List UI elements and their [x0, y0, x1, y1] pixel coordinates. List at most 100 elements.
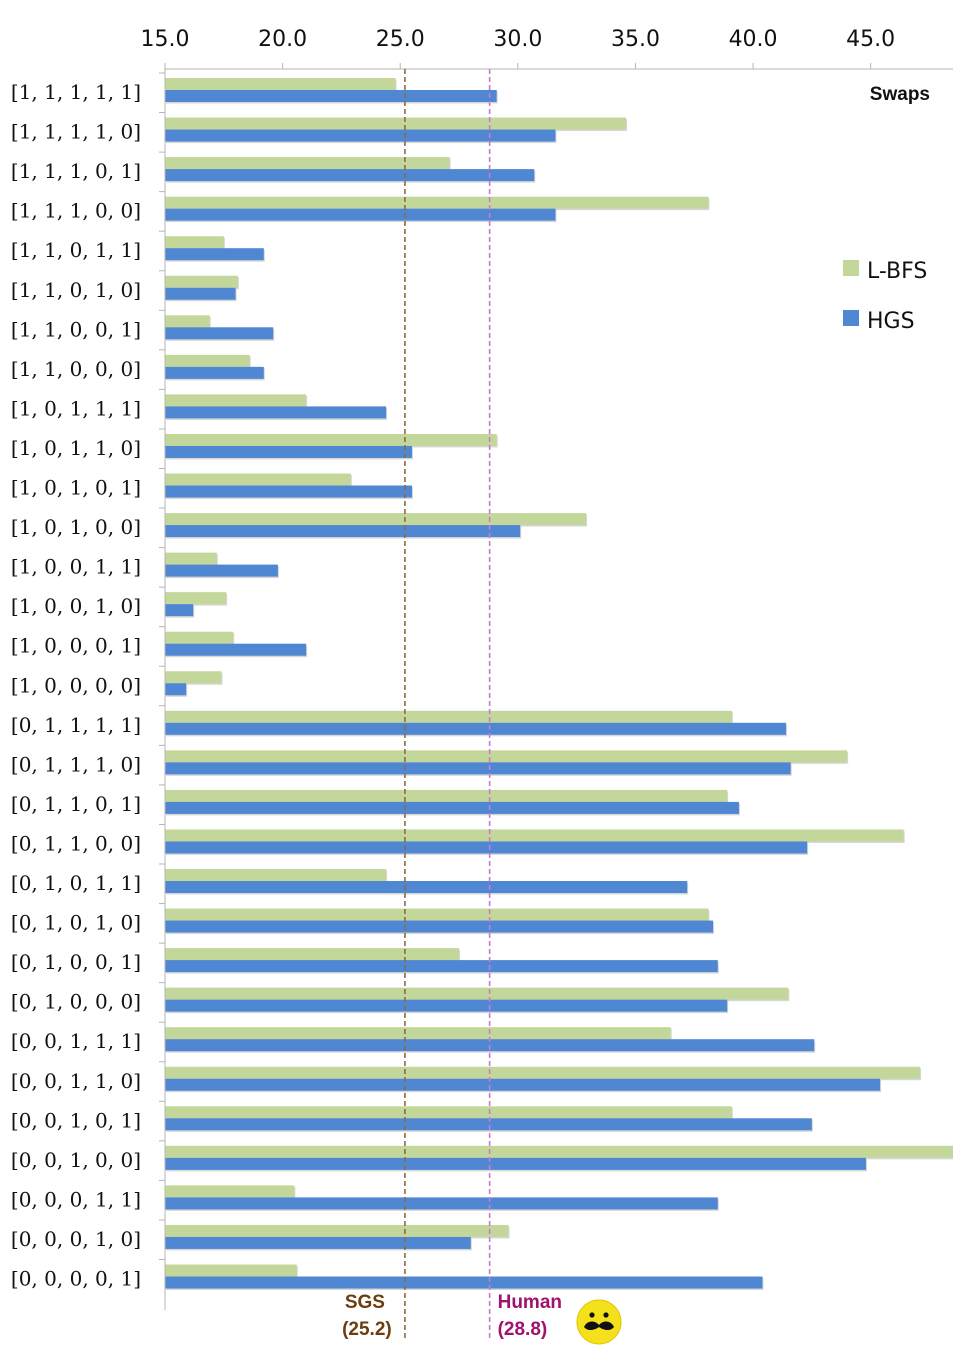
bar-l-bfs [165, 789, 728, 802]
category-label: [1, 0, 0, 0, 0] [11, 673, 141, 697]
bar-l-bfs [165, 750, 848, 763]
x-tick-label: 20.0 [258, 27, 307, 52]
bar-l-bfs [165, 908, 709, 921]
bar-hgs [165, 327, 274, 340]
bar-hgs [165, 1236, 471, 1249]
category-label: [0, 0, 0, 1, 0] [11, 1227, 141, 1251]
bar-l-bfs [165, 592, 227, 605]
bar-hgs [165, 1276, 763, 1289]
reference-value-human: (28.8) [498, 1319, 548, 1340]
bar-hgs [165, 406, 387, 419]
category-label: [1, 1, 0, 0, 0] [11, 357, 141, 381]
bar-l-bfs [165, 1066, 921, 1079]
bar-hgs [165, 169, 535, 182]
category-label: [0, 1, 0, 0, 0] [11, 990, 141, 1014]
mustache-smiley-icon [576, 1299, 622, 1345]
bar-l-bfs [165, 869, 387, 881]
category-label: [1, 1, 0, 0, 1] [11, 317, 141, 341]
bars-layer [165, 78, 953, 1290]
x-tick-label: 40.0 [729, 27, 778, 52]
chart-title: Swaps [870, 84, 930, 105]
category-label: [1, 1, 0, 1, 0] [11, 278, 141, 302]
bar-hgs [165, 881, 688, 893]
x-tick-label: 30.0 [493, 27, 542, 52]
category-label: [1, 0, 0, 1, 0] [11, 594, 141, 618]
category-label: [1, 1, 1, 0, 0] [11, 199, 141, 223]
category-label: [0, 1, 0, 1, 1] [11, 871, 141, 895]
legend-label-hgs: HGS [867, 309, 915, 334]
category-label: [0, 0, 0, 0, 1] [11, 1267, 141, 1291]
bar-hgs [165, 1157, 866, 1170]
category-label: [1, 0, 1, 0, 1] [11, 476, 141, 500]
bar-hgs [165, 722, 786, 735]
category-label: [0, 0, 0, 1, 1] [11, 1187, 141, 1211]
category-label: [0, 1, 1, 0, 1] [11, 792, 141, 816]
bar-hgs [165, 999, 728, 1012]
category-label: [1, 1, 0, 1, 1] [11, 238, 141, 262]
bar-l-bfs [165, 394, 307, 407]
bar-hgs [165, 445, 412, 458]
bar-hgs [165, 485, 412, 498]
bar-l-bfs [165, 1264, 297, 1277]
reference-label-human: Human [498, 1292, 562, 1313]
bar-l-bfs [165, 671, 222, 684]
bar-l-bfs [165, 829, 904, 842]
bar-hgs [165, 248, 264, 261]
axis-layer [159, 63, 953, 1311]
reference-lines-layer [404, 69, 491, 1338]
bar-l-bfs [165, 1106, 732, 1119]
legend-label-lbfs: L-BFS [867, 259, 927, 284]
category-label: [0, 1, 1, 1, 0] [11, 752, 141, 776]
bar-hgs [165, 1078, 881, 1091]
bar-hgs [165, 525, 521, 538]
category-label: [0, 0, 1, 0, 0] [11, 1148, 141, 1172]
x-tick-label: 45.0 [846, 27, 895, 52]
bar-hgs [165, 604, 194, 617]
bar-hgs [165, 208, 556, 221]
reference-value-sgs: (25.2) [342, 1319, 392, 1340]
legend: L-BFS HGS [843, 259, 927, 334]
bar-l-bfs [165, 948, 460, 961]
reference-label-sgs: SGS [345, 1292, 385, 1313]
bar-l-bfs [165, 354, 250, 367]
bar-l-bfs [165, 1027, 671, 1040]
category-label: [0, 1, 0, 0, 1] [11, 950, 141, 974]
bar-l-bfs [165, 631, 234, 644]
legend-swatch-hgs [843, 310, 859, 326]
bar-l-bfs [165, 117, 627, 130]
category-label: [0, 0, 1, 1, 1] [11, 1029, 141, 1053]
x-tick-label: 25.0 [376, 27, 425, 52]
bar-l-bfs [165, 513, 587, 526]
bar-l-bfs [165, 236, 224, 249]
category-label: [1, 0, 1, 1, 1] [11, 396, 141, 420]
category-label: [0, 1, 0, 1, 0] [11, 911, 141, 935]
bar-hgs [165, 643, 307, 656]
bar-hgs [165, 762, 791, 775]
x-tick-label: 35.0 [611, 27, 660, 52]
category-label: [1, 0, 1, 1, 0] [11, 436, 141, 460]
bar-l-bfs [165, 78, 396, 90]
bar-l-bfs [165, 710, 732, 723]
category-label: [1, 1, 1, 0, 1] [11, 159, 141, 183]
bar-l-bfs [165, 315, 210, 328]
bar-hgs [165, 366, 264, 379]
bar-l-bfs [165, 473, 351, 486]
bar-hgs [165, 683, 187, 696]
bar-hgs [165, 564, 278, 577]
bar-hgs [165, 920, 714, 933]
category-label: [1, 0, 0, 1, 1] [11, 555, 141, 579]
category-label: [0, 0, 1, 1, 0] [11, 1069, 141, 1093]
bar-l-bfs [165, 1185, 295, 1198]
bar-l-bfs [165, 196, 709, 209]
bar-hgs [165, 287, 236, 300]
bar-l-bfs [165, 552, 217, 565]
bar-hgs [165, 1118, 812, 1131]
bar-hgs [165, 960, 718, 973]
bar-l-bfs [165, 433, 497, 446]
bar-l-bfs [165, 275, 238, 288]
bar-l-bfs [165, 987, 789, 1000]
bar-l-bfs [165, 1224, 509, 1237]
bar-hgs [165, 90, 497, 102]
x-tick-label: 15.0 [141, 27, 190, 52]
text-layer: 15.0 20.0 25.0 30.0 35.0 40.0 45.0 [1, 1, 1, 1,… [11, 27, 895, 1340]
